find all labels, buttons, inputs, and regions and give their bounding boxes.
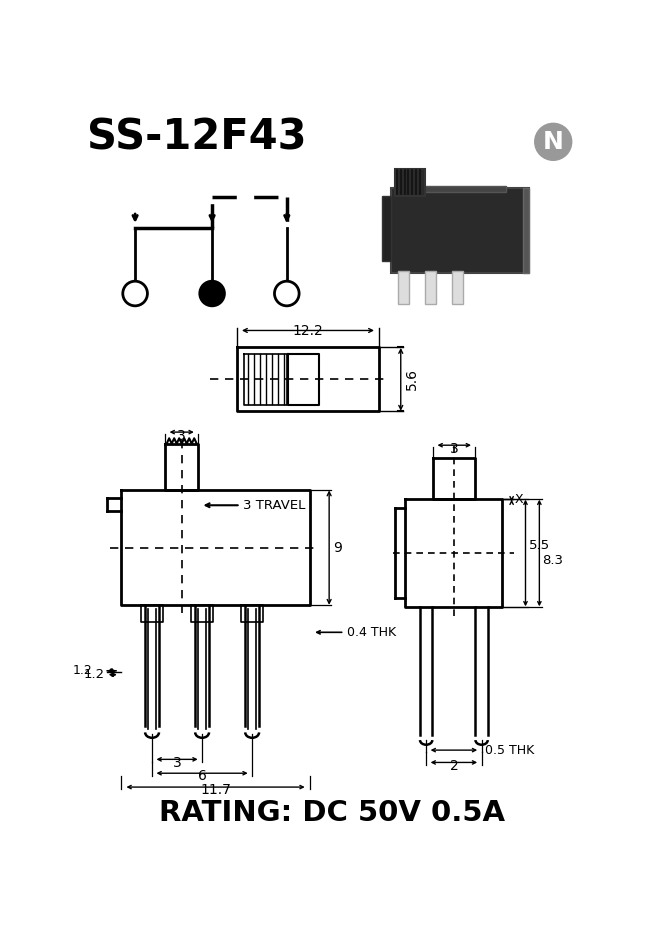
Bar [395, 169, 425, 196]
Circle shape [123, 281, 147, 306]
Text: X: X [515, 492, 523, 506]
Text: 5.5: 5.5 [528, 538, 550, 552]
Bar [425, 271, 436, 304]
Text: 0.4 THK: 0.4 THK [347, 626, 396, 639]
Bar [452, 271, 463, 304]
Circle shape [535, 123, 572, 160]
Text: 9: 9 [333, 540, 342, 554]
Bar [395, 186, 506, 192]
Text: 3: 3 [177, 429, 186, 443]
Text: 3: 3 [450, 442, 459, 456]
Text: 5.6: 5.6 [406, 369, 419, 390]
Text: 0.5 THK: 0.5 THK [485, 744, 534, 757]
Text: RATING: DC 50V 0.5A: RATING: DC 50V 0.5A [159, 799, 505, 827]
Text: 3: 3 [173, 755, 182, 769]
Circle shape [275, 281, 299, 306]
Text: N: N [543, 129, 563, 154]
Circle shape [200, 281, 225, 306]
Text: 3 TRAVEL: 3 TRAVEL [243, 499, 305, 512]
Text: SS-12F43: SS-12F43 [86, 116, 306, 159]
Text: 8.3: 8.3 [543, 554, 563, 567]
Text: 11.7: 11.7 [200, 783, 231, 797]
Text: 12.2: 12.2 [293, 325, 323, 339]
Bar [382, 196, 391, 261]
Bar [523, 188, 530, 273]
Bar [398, 271, 410, 304]
Bar [391, 188, 530, 273]
Text: 1.2: 1.2 [72, 664, 92, 677]
Text: 6: 6 [198, 769, 206, 783]
Text: 1.2: 1.2 [83, 668, 104, 681]
Text: 2: 2 [450, 760, 458, 773]
